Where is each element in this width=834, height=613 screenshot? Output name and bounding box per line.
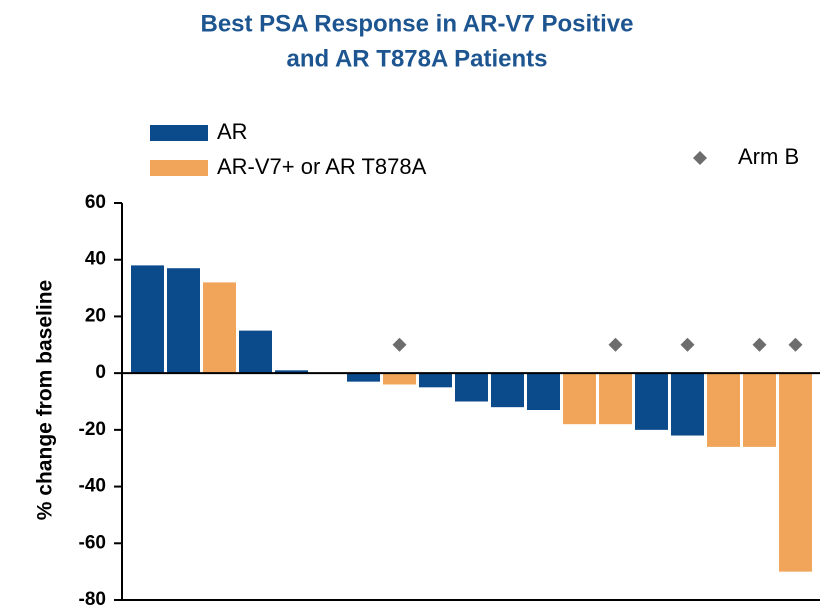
bar <box>455 373 488 402</box>
legend-label: Arm B <box>738 144 799 169</box>
bar <box>779 373 812 572</box>
legend-label: AR-V7+ or AR T878A <box>217 154 427 179</box>
bar <box>167 268 200 374</box>
bar <box>707 373 740 447</box>
diamond-marker <box>680 337 695 352</box>
diamond-marker <box>788 337 803 352</box>
bar <box>671 373 704 436</box>
y-tick-label: 60 <box>85 192 106 213</box>
y-tick-label: -20 <box>79 419 106 440</box>
bar <box>743 373 776 447</box>
y-tick-label: 20 <box>85 305 106 326</box>
legend-marker <box>693 151 707 165</box>
legend-label: AR <box>217 119 248 144</box>
bar <box>383 373 416 385</box>
y-tick-label: 0 <box>95 362 106 383</box>
y-axis-title: % change from baseline <box>34 280 57 520</box>
bar <box>419 373 452 388</box>
bar <box>347 373 380 382</box>
y-tick-label: -80 <box>79 589 106 610</box>
bar <box>491 373 524 408</box>
bar <box>635 373 668 430</box>
bar <box>599 373 632 425</box>
y-tick-label: 40 <box>85 249 106 270</box>
legend-swatch <box>150 160 208 176</box>
chart-title: Best PSA Response in AR-V7 Positive <box>200 10 633 37</box>
diamond-marker <box>392 337 407 352</box>
diamond-marker <box>608 337 623 352</box>
legend-swatch <box>150 125 208 141</box>
chart-subtitle: and AR T878A Patients <box>287 45 548 72</box>
bar <box>563 373 596 425</box>
bar <box>239 330 272 374</box>
y-tick-label: -60 <box>79 532 106 553</box>
bar <box>131 265 164 374</box>
diamond-marker <box>752 337 767 352</box>
bar <box>275 370 308 374</box>
bar <box>527 373 560 411</box>
y-tick-label: -40 <box>79 476 106 497</box>
bar <box>203 282 236 374</box>
